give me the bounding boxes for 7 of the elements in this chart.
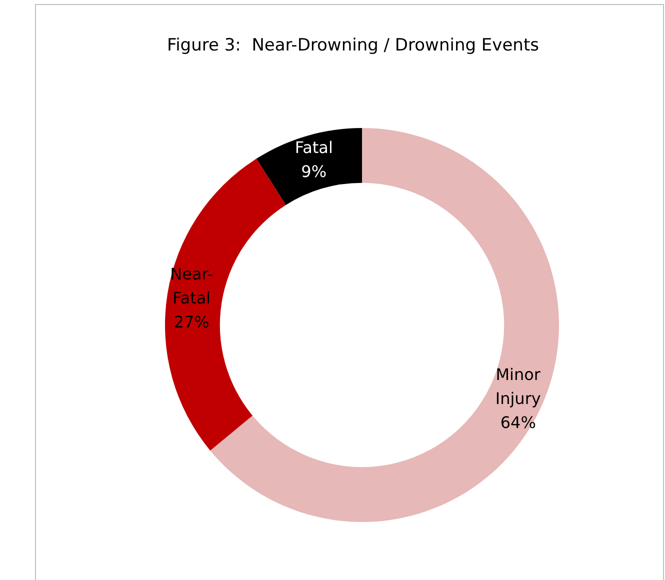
data-label: 64% (500, 412, 536, 432)
data-label: 27% (174, 312, 210, 332)
slice-label: Near-Fatal (170, 264, 214, 308)
data-label: 9% (301, 162, 327, 181)
chart-title: Figure 3: Near-Drowning / Drowning Events (167, 36, 540, 56)
slice-label: Minor Injury (495, 364, 541, 408)
slice-label: Fatal (294, 138, 333, 157)
